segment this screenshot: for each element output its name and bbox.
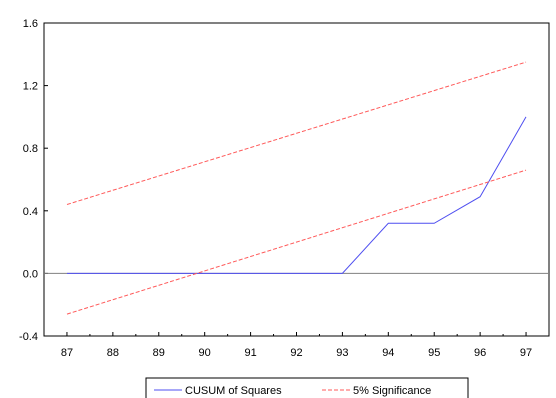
y-tick-label: -0.4 <box>19 331 38 343</box>
x-tick-label: 95 <box>428 347 440 359</box>
legend-box <box>145 377 469 398</box>
legend-label-significance: 5% Significance <box>353 385 431 397</box>
x-tick-label: 89 <box>153 347 165 359</box>
plot-area: -0.4 0.0 0.4 0.8 1.2 1.6 87 88 89 90 91 92 93 94 95 96… <box>19 18 550 359</box>
x-tick-label: 90 <box>199 347 211 359</box>
x-tick-label: 96 <box>474 347 486 359</box>
x-tick-label: 93 <box>336 347 348 359</box>
x-tick-label: 88 <box>107 347 119 359</box>
x-tick-label: 92 <box>290 347 302 359</box>
y-tick-label: 0.8 <box>23 143 38 155</box>
plot-frame <box>43 22 550 337</box>
y-tick-label: 0.0 <box>23 268 38 280</box>
series-significance-lower <box>66 169 527 315</box>
x-axis: 87 88 89 90 91 92 93 94 95 96 97 <box>43 332 550 359</box>
y-tick-label: 1.6 <box>23 18 38 30</box>
y-tick-label: 0.4 <box>23 206 38 218</box>
y-tick-label: 1.2 <box>23 81 38 93</box>
x-tick-label: 87 <box>61 347 73 359</box>
legend: CUSUM of Squares 5% Significance <box>145 377 469 398</box>
series-significance-upper <box>66 61 527 205</box>
legend-label-cusum: CUSUM of Squares <box>185 385 282 397</box>
x-tick-label: 91 <box>244 347 256 359</box>
y-axis: -0.4 0.0 0.4 0.8 1.2 1.6 <box>19 18 48 343</box>
series-group <box>66 61 527 315</box>
x-tick-label: 97 <box>520 347 532 359</box>
series-cusum-line <box>67 116 527 274</box>
x-tick-label: 94 <box>382 347 394 359</box>
